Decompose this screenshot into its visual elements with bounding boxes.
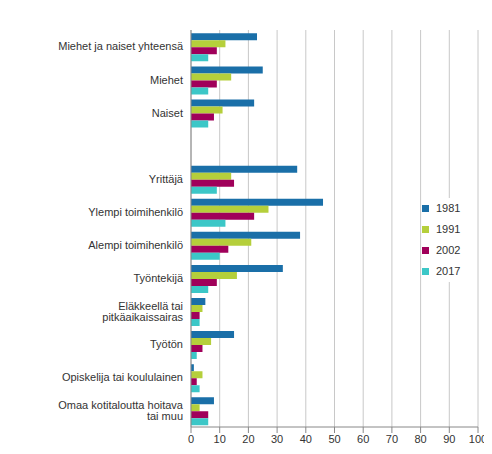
svg-text:Eläkkeellä taipitkäaikaissaira: Eläkkeellä taipitkäaikaissairas <box>102 300 183 323</box>
svg-text:50: 50 <box>328 433 340 445</box>
svg-text:Alempi toimihenkilö: Alempi toimihenkilö <box>88 239 183 251</box>
svg-text:0: 0 <box>188 433 194 445</box>
svg-text:Opiskelija tai koululainen: Opiskelija tai koululainen <box>62 371 183 383</box>
svg-text:40: 40 <box>300 433 312 445</box>
html-text:1981: 1981 <box>436 202 461 214</box>
svg-text:60: 60 <box>357 433 369 445</box>
svg-text:90: 90 <box>443 433 455 445</box>
svg-text:30: 30 <box>271 433 283 445</box>
svg-text:100: 100 <box>469 433 484 445</box>
svg-text:Miehet ja naiset yhteensä: Miehet ja naiset yhteensä <box>58 40 184 52</box>
svg-text:10: 10 <box>214 433 226 445</box>
html-text:2017: 2017 <box>436 265 461 277</box>
svg-text:Ylempi toimihenkilö: Ylempi toimihenkilö <box>88 206 183 218</box>
svg-text:80: 80 <box>414 433 426 445</box>
svg-text:70: 70 <box>386 433 398 445</box>
svg-text:Työntekijä: Työntekijä <box>133 272 183 284</box>
svg-text:Naiset: Naiset <box>152 107 183 119</box>
svg-text:20: 20 <box>242 433 254 445</box>
svg-text:Yrittäjä: Yrittäjä <box>149 173 184 185</box>
html-text:1991: 1991 <box>436 223 461 235</box>
svg-text:Työtön: Työtön <box>150 338 183 350</box>
svg-text:Omaa kotitaloutta hoitavatai m: Omaa kotitaloutta hoitavatai muu <box>58 399 184 422</box>
html-text:2002: 2002 <box>436 244 461 256</box>
svg-text:Miehet: Miehet <box>150 74 183 86</box>
